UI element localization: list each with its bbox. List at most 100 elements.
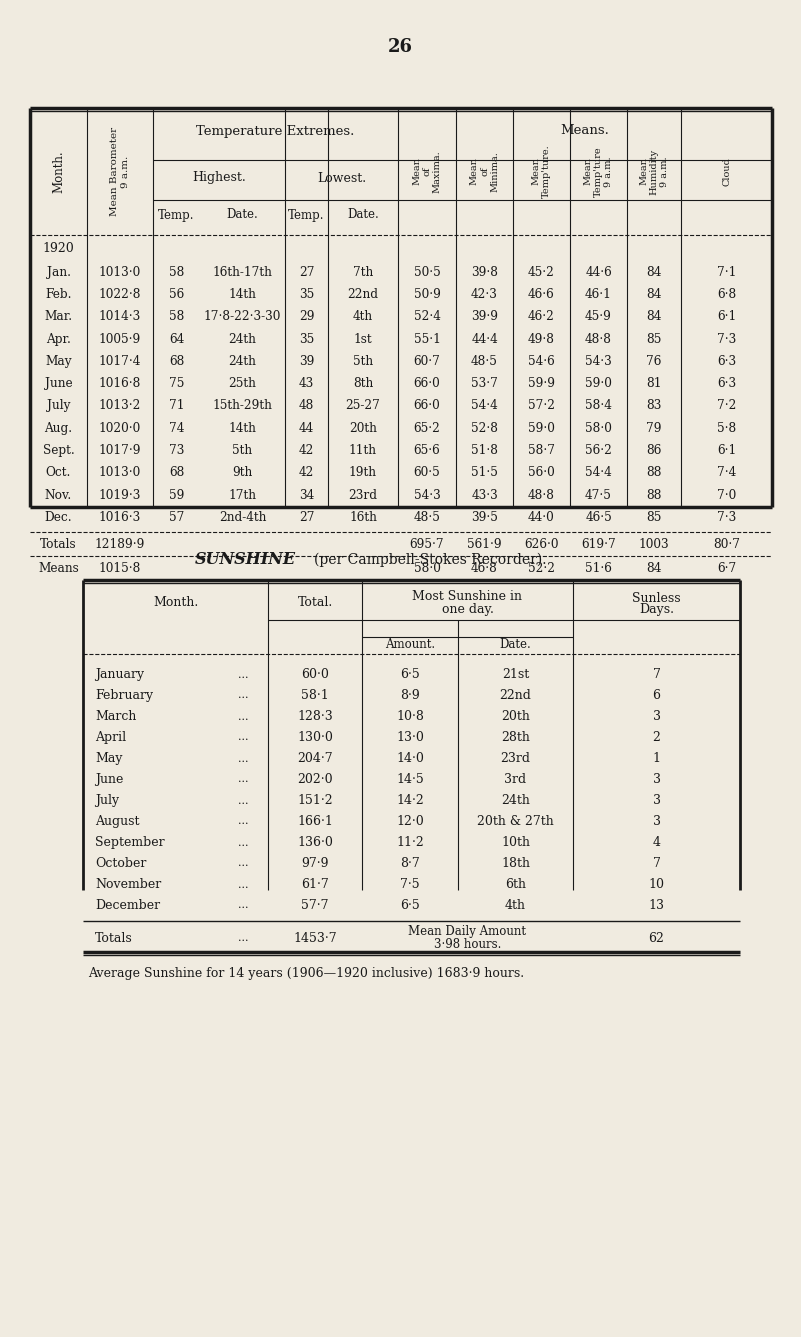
Text: 59: 59 — [169, 488, 184, 501]
Text: 1016·3: 1016·3 — [99, 511, 141, 524]
Text: 21st: 21st — [502, 668, 529, 681]
Text: 44·6: 44·6 — [585, 266, 612, 278]
Text: 54·6: 54·6 — [528, 354, 555, 368]
Text: 14·0: 14·0 — [396, 751, 424, 765]
Text: 58: 58 — [169, 310, 184, 324]
Text: ...: ... — [238, 858, 248, 869]
Text: 7·0: 7·0 — [717, 488, 736, 501]
Text: 1017·9: 1017·9 — [99, 444, 141, 457]
Text: 54·3: 54·3 — [585, 354, 612, 368]
Text: 45·9: 45·9 — [585, 310, 612, 324]
Text: August: August — [95, 816, 139, 828]
Text: 6·3: 6·3 — [717, 377, 736, 390]
Text: December: December — [95, 898, 160, 912]
Text: 42: 42 — [299, 467, 314, 480]
Text: ...: ... — [238, 817, 248, 826]
Text: Mean Barometer
9 a.m.: Mean Barometer 9 a.m. — [111, 127, 130, 217]
Text: Sept.: Sept. — [42, 444, 74, 457]
Text: Mar.: Mar. — [44, 310, 73, 324]
Text: 28th: 28th — [501, 731, 530, 743]
Text: 1022·8: 1022·8 — [99, 287, 141, 301]
Text: 6·5: 6·5 — [400, 898, 420, 912]
Text: 84: 84 — [646, 287, 662, 301]
Text: 1005·9: 1005·9 — [99, 333, 141, 345]
Text: 7th: 7th — [353, 266, 373, 278]
Text: 7: 7 — [653, 668, 661, 681]
Text: Highest.: Highest. — [192, 171, 246, 185]
Text: 39: 39 — [299, 354, 314, 368]
Text: 52·8: 52·8 — [471, 421, 498, 435]
Text: Days.: Days. — [639, 603, 674, 616]
Text: 51·6: 51·6 — [585, 562, 612, 575]
Text: 79: 79 — [646, 421, 662, 435]
Text: 80·7: 80·7 — [713, 537, 740, 551]
Text: 44: 44 — [299, 421, 314, 435]
Text: Means.: Means. — [561, 124, 610, 138]
Text: 56·2: 56·2 — [585, 444, 612, 457]
Text: 29: 29 — [299, 310, 314, 324]
Text: 11·2: 11·2 — [396, 836, 424, 849]
Text: 66·0: 66·0 — [413, 400, 441, 412]
Text: 3: 3 — [653, 773, 661, 786]
Text: Mean
Temp'ture
9 a.m.: Mean Temp'ture 9 a.m. — [584, 146, 614, 197]
Text: 626·0: 626·0 — [524, 537, 559, 551]
Text: Total.: Total. — [297, 595, 332, 608]
Text: Date.: Date. — [347, 209, 379, 222]
Text: 23rd: 23rd — [348, 488, 377, 501]
Text: 1003: 1003 — [638, 537, 670, 551]
Text: February: February — [95, 689, 153, 702]
Text: June: June — [95, 773, 123, 786]
Text: Cloud: Cloud — [722, 156, 731, 186]
Text: (per Campbell-Stokes Recorder).: (per Campbell-Stokes Recorder). — [314, 552, 546, 567]
Text: 48: 48 — [299, 400, 314, 412]
Text: 6th: 6th — [505, 878, 526, 890]
Text: 3: 3 — [653, 710, 661, 723]
Text: July: July — [95, 794, 119, 808]
Text: 1453·7: 1453·7 — [293, 932, 336, 944]
Text: 88: 88 — [646, 488, 662, 501]
Text: April: April — [95, 731, 126, 743]
Text: 76: 76 — [646, 354, 662, 368]
Text: 97·9: 97·9 — [301, 857, 328, 870]
Text: one day.: one day. — [441, 603, 493, 616]
Text: 57·2: 57·2 — [528, 400, 555, 412]
Text: 1013·0: 1013·0 — [99, 467, 141, 480]
Text: 6: 6 — [653, 689, 661, 702]
Text: 25th: 25th — [228, 377, 256, 390]
Text: 49·8: 49·8 — [528, 333, 555, 345]
Text: 6·5: 6·5 — [400, 668, 420, 681]
Text: 26: 26 — [388, 37, 413, 56]
Text: 27: 27 — [299, 511, 314, 524]
Text: SUNSHINE: SUNSHINE — [195, 551, 296, 568]
Text: Apr.: Apr. — [46, 333, 71, 345]
Text: 56: 56 — [169, 287, 184, 301]
Text: 53·7: 53·7 — [471, 377, 498, 390]
Text: 1st: 1st — [354, 333, 372, 345]
Text: 1020·0: 1020·0 — [99, 421, 141, 435]
Text: 1014·3: 1014·3 — [99, 310, 141, 324]
Text: 128·3: 128·3 — [297, 710, 333, 723]
Text: 1013·0: 1013·0 — [99, 266, 141, 278]
Text: 2: 2 — [653, 731, 661, 743]
Text: Oct.: Oct. — [46, 467, 71, 480]
Text: 81: 81 — [646, 377, 662, 390]
Text: 56·0: 56·0 — [528, 467, 555, 480]
Text: 11th: 11th — [349, 444, 377, 457]
Text: Feb.: Feb. — [45, 287, 72, 301]
Text: October: October — [95, 857, 147, 870]
Text: 136·0: 136·0 — [297, 836, 333, 849]
Text: 5th: 5th — [232, 444, 252, 457]
Text: 20th: 20th — [349, 421, 377, 435]
Text: Totals: Totals — [40, 537, 77, 551]
Text: Date.: Date. — [500, 639, 531, 651]
Text: 57: 57 — [169, 511, 184, 524]
Text: ...: ... — [238, 733, 248, 742]
Text: 48·8: 48·8 — [585, 333, 612, 345]
Text: 7·4: 7·4 — [717, 467, 736, 480]
Text: 619·7: 619·7 — [581, 537, 616, 551]
Text: 58·7: 58·7 — [528, 444, 555, 457]
Text: 5·8: 5·8 — [717, 421, 736, 435]
Text: 62: 62 — [649, 932, 665, 944]
Text: 4th: 4th — [353, 310, 373, 324]
Text: 65·2: 65·2 — [413, 421, 441, 435]
